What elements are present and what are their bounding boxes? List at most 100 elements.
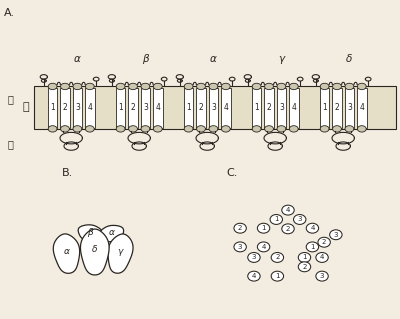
Text: 1: 1: [118, 103, 123, 112]
Text: 外: 外: [8, 94, 14, 104]
Bar: [357, 88, 367, 128]
Text: 4: 4: [261, 244, 266, 250]
Ellipse shape: [128, 83, 138, 90]
Text: 4: 4: [223, 103, 228, 112]
Ellipse shape: [277, 126, 286, 132]
Circle shape: [282, 224, 294, 234]
Text: α: α: [109, 228, 115, 237]
Ellipse shape: [184, 126, 193, 132]
Text: 3: 3: [279, 103, 284, 112]
Text: 3: 3: [320, 273, 324, 279]
Text: β: β: [87, 227, 93, 237]
Circle shape: [271, 253, 284, 263]
Bar: [344, 88, 354, 128]
Text: 3: 3: [211, 103, 216, 112]
Ellipse shape: [332, 126, 342, 132]
Ellipse shape: [332, 83, 342, 90]
Text: 1: 1: [261, 225, 266, 231]
Text: 1: 1: [274, 217, 278, 222]
Text: 1: 1: [50, 103, 55, 112]
Text: 2: 2: [275, 255, 280, 260]
Polygon shape: [80, 229, 109, 275]
Ellipse shape: [221, 126, 230, 132]
Circle shape: [257, 242, 270, 252]
Ellipse shape: [141, 126, 150, 132]
Ellipse shape: [289, 126, 298, 132]
Polygon shape: [53, 234, 80, 273]
Circle shape: [306, 223, 319, 233]
Bar: [60, 88, 70, 128]
Ellipse shape: [60, 83, 70, 90]
Circle shape: [270, 214, 282, 225]
Text: δ: δ: [346, 55, 352, 64]
Circle shape: [248, 253, 260, 263]
Text: 3: 3: [298, 217, 302, 222]
Circle shape: [248, 271, 260, 281]
Circle shape: [298, 253, 311, 263]
Circle shape: [306, 242, 319, 252]
Ellipse shape: [85, 126, 94, 132]
Text: 4: 4: [87, 103, 92, 112]
Text: 2: 2: [286, 226, 290, 232]
Text: α: α: [64, 247, 70, 256]
Ellipse shape: [48, 126, 57, 132]
Ellipse shape: [277, 83, 286, 90]
Polygon shape: [100, 226, 124, 242]
Text: 1: 1: [302, 255, 307, 260]
Bar: [209, 88, 218, 128]
Text: 膜: 膜: [23, 102, 29, 113]
Text: γ: γ: [117, 247, 123, 256]
Ellipse shape: [252, 126, 261, 132]
Ellipse shape: [196, 126, 206, 132]
Ellipse shape: [128, 126, 138, 132]
Text: 2: 2: [302, 264, 307, 270]
Bar: [196, 88, 206, 128]
Ellipse shape: [209, 83, 218, 90]
Text: 4: 4: [359, 103, 364, 112]
Ellipse shape: [153, 126, 162, 132]
Ellipse shape: [345, 126, 354, 132]
Circle shape: [234, 223, 246, 233]
Text: 1: 1: [275, 273, 280, 279]
Ellipse shape: [73, 83, 82, 90]
Ellipse shape: [320, 83, 329, 90]
Text: 1: 1: [254, 103, 259, 112]
Text: 2: 2: [335, 103, 339, 112]
Text: 内: 内: [8, 139, 14, 149]
Bar: [48, 88, 58, 128]
Circle shape: [234, 242, 246, 252]
Text: α: α: [74, 55, 81, 64]
Text: α: α: [210, 55, 217, 64]
Text: 4: 4: [286, 207, 290, 213]
Ellipse shape: [357, 126, 366, 132]
Bar: [34, 86, 396, 129]
Ellipse shape: [73, 126, 82, 132]
Bar: [289, 88, 298, 128]
Bar: [73, 88, 82, 128]
Ellipse shape: [60, 126, 70, 132]
Text: 4: 4: [310, 225, 315, 231]
Ellipse shape: [289, 83, 298, 90]
Text: 2: 2: [131, 103, 135, 112]
Text: γ: γ: [278, 55, 284, 64]
Text: B.: B.: [62, 168, 73, 178]
Bar: [332, 88, 342, 128]
Text: 3: 3: [75, 103, 80, 112]
Polygon shape: [108, 234, 133, 273]
Text: 4: 4: [291, 103, 296, 112]
Text: 2: 2: [63, 103, 67, 112]
Ellipse shape: [85, 83, 94, 90]
Bar: [85, 88, 94, 128]
Ellipse shape: [196, 83, 206, 90]
Text: 2: 2: [199, 103, 203, 112]
Text: 4: 4: [252, 273, 256, 279]
Ellipse shape: [209, 126, 218, 132]
Ellipse shape: [357, 83, 366, 90]
Circle shape: [318, 237, 330, 247]
Bar: [320, 88, 330, 128]
Circle shape: [316, 271, 328, 281]
Bar: [252, 88, 262, 128]
Ellipse shape: [264, 126, 274, 132]
Text: 3: 3: [334, 232, 338, 238]
Text: A.: A.: [4, 8, 15, 18]
